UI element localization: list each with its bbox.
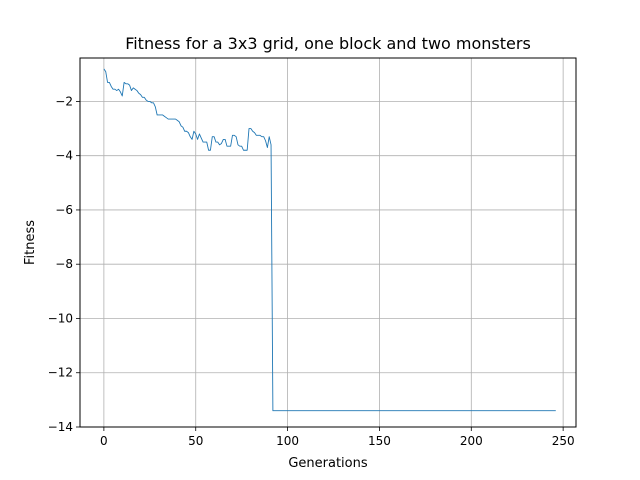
x-tick-label: 250 [552, 434, 575, 448]
series-line [103, 68, 556, 412]
x-axis-ticks: 0 50 100 150 200 250 [100, 427, 575, 448]
series-group [103, 68, 556, 412]
y-axis-ticks: −14 −12 −10 −8 −6 −4 −2 [48, 94, 80, 434]
x-tick-label: 200 [460, 434, 483, 448]
y-axis-label: Fitness [23, 220, 38, 265]
y-tick-label: −8 [55, 257, 73, 271]
x-tick-label: 0 [100, 434, 108, 448]
grid-lines [80, 58, 576, 428]
y-tick-label: −6 [55, 203, 73, 217]
chart-title: Fitness for a 3x3 grid, one block and tw… [125, 34, 531, 53]
y-tick-label: −12 [48, 366, 73, 380]
x-tick-label: 100 [276, 434, 299, 448]
y-tick-label: −2 [55, 94, 73, 108]
plot-frame [79, 57, 577, 428]
x-axis-label: Generations [288, 456, 368, 471]
x-tick-label: 150 [368, 434, 391, 448]
y-tick-label: −10 [48, 311, 73, 325]
y-tick-label: −14 [48, 420, 73, 434]
x-tick-label: 50 [188, 434, 203, 448]
y-tick-label: −4 [55, 149, 73, 163]
